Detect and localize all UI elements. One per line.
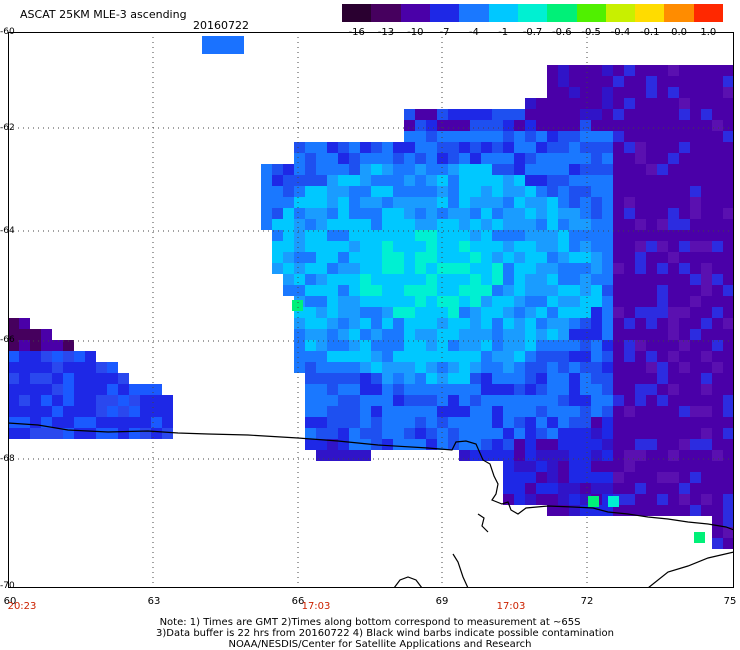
time-label: 17:03 [496,601,526,612]
colorbar-segment [429,4,460,22]
colorbar [342,4,724,22]
colorbar-segment [517,4,548,22]
colorbar-segment [488,4,518,22]
colorbar-segment [635,4,665,22]
map-title: ASCAT 25KM MLE-3 ascending [20,8,187,21]
colorbar-segment [400,4,430,22]
lon-label: 60 [3,596,17,607]
colorbar-segment [693,4,724,22]
coastline [8,422,734,588]
time-label: 17:03 [301,601,331,612]
colorbar-segment [547,4,577,22]
colorbar-segment [664,4,694,22]
lon-label: 66 [291,596,305,607]
lat-label: -70 [0,581,15,591]
note-line: 3)Data buffer is 22 hrs from 20160722 4)… [156,628,614,639]
lon-label: 75 [723,596,737,607]
time-label: 20:23 [7,601,37,612]
lon-label: 72 [580,596,594,607]
lon-label: 63 [147,596,161,607]
footnotes: Note: 1) Times are GMT 2)Times along bot… [0,617,740,650]
lat-label: -62 [0,123,15,133]
map-date: 20160722 [193,19,249,32]
note-line: NOAA/NESDIS/Center for Satellite Applica… [228,639,532,650]
lat-label: -68 [0,454,15,464]
lon-label: 69 [435,596,449,607]
colorbar-segment [342,4,372,22]
gridlines [8,32,734,588]
colorbar-segment [605,4,636,22]
plot-frame [8,32,734,588]
lat-label: -66 [0,335,15,345]
note-line: Note: 1) Times are GMT 2)Times along bot… [159,617,581,628]
date-swatch [202,36,244,54]
wind-data-grid [8,65,734,549]
lat-label: -64 [0,226,15,236]
colorbar-segment [371,4,401,22]
colorbar-segment [459,4,489,22]
lat-label: -60 [0,27,15,37]
map-plot [8,32,734,588]
colorbar-segment [576,4,606,22]
